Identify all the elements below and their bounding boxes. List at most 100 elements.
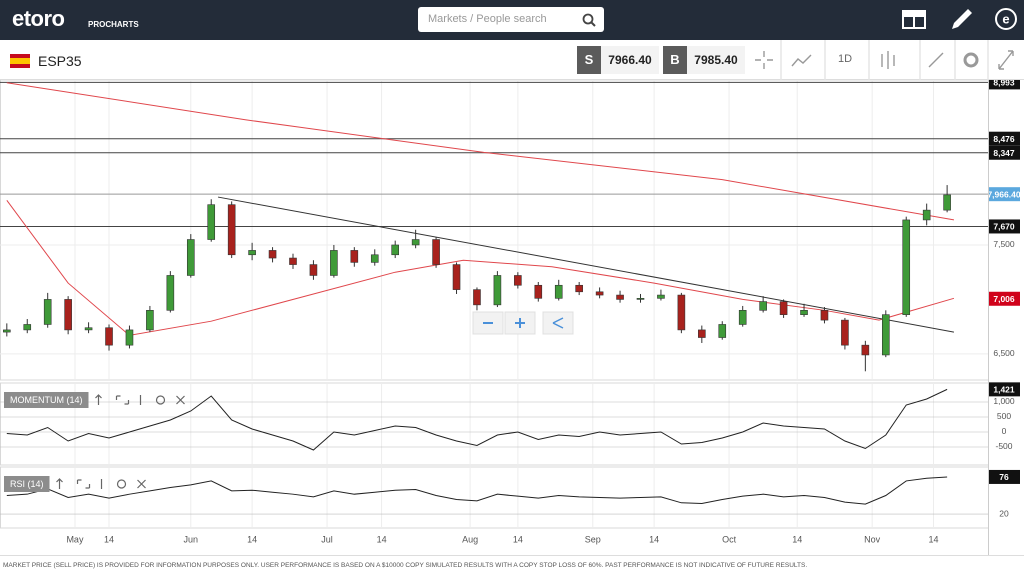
buy-label[interactable]: B	[663, 46, 687, 74]
candle-body	[759, 301, 767, 311]
candle-body	[881, 314, 890, 356]
pencil-icon[interactable]	[952, 9, 972, 29]
panel-frame	[0, 382, 989, 466]
logo[interactable]: etoro	[12, 6, 65, 31]
x-tick-label: Jul	[321, 534, 333, 544]
x-tick-label: Oct	[722, 534, 737, 544]
candle-body	[820, 310, 829, 321]
candle-body	[370, 254, 379, 263]
candle-body	[800, 310, 808, 315]
candle-body	[248, 250, 256, 256]
expand-icon[interactable]	[998, 50, 1014, 70]
share-button[interactable]	[542, 311, 574, 335]
candle-body	[841, 319, 849, 346]
candle-body	[452, 264, 461, 290]
chart-type-icon[interactable]	[791, 54, 812, 67]
candle-body	[514, 275, 522, 286]
candle-body	[738, 310, 747, 325]
candle-body	[595, 291, 604, 296]
candle-body	[309, 264, 318, 276]
candle-body	[23, 324, 32, 331]
top-icons: e	[902, 8, 1017, 30]
x-tick-label: 14	[513, 534, 523, 544]
candle-body	[473, 289, 481, 306]
crosshair-icon[interactable]	[755, 51, 773, 69]
candle-body	[922, 209, 931, 221]
candle-body	[43, 299, 52, 325]
level-label: 8,347	[993, 148, 1015, 158]
candle-body	[636, 298, 645, 300]
timeframe[interactable]: 1D	[838, 53, 853, 65]
symbol: ESP35	[38, 53, 82, 69]
x-tick-label: Nov	[864, 534, 881, 544]
svg-text:e: e	[1002, 11, 1009, 26]
flag-icon	[10, 54, 30, 68]
current-label-box	[989, 382, 1020, 397]
x-tick-label: 14	[792, 534, 802, 544]
level-label: 8,993	[993, 80, 1015, 88]
price-label-box	[989, 187, 1020, 202]
y-tick-label: 0	[1002, 426, 1007, 436]
candle-body	[268, 250, 277, 259]
candle-body	[657, 294, 665, 299]
top-bar: etoro PROCHARTS Markets / People search …	[0, 0, 1024, 40]
x-tick-label: 14	[104, 534, 114, 544]
candle-body	[677, 294, 686, 331]
candle-body	[411, 239, 420, 246]
x-tick-label: May	[66, 534, 84, 544]
gear-icon[interactable]	[963, 52, 979, 68]
candle-body	[391, 244, 400, 256]
panel-tool-icon	[176, 395, 185, 405]
candle-body	[207, 204, 216, 240]
candle-body	[554, 284, 563, 299]
x-tick-label: Jun	[184, 534, 199, 544]
x-tick-label: 14	[928, 534, 938, 544]
panel-tool-icon	[137, 479, 146, 489]
candle-body	[698, 329, 706, 338]
panel-frame	[0, 466, 989, 529]
x-tick-label: 14	[247, 534, 257, 544]
candle-body	[943, 194, 951, 211]
y-tick-label: 500	[997, 411, 1011, 421]
draw-icon[interactable]	[928, 52, 944, 68]
level-label-box	[989, 131, 1020, 146]
y-tick-label: 6,500	[993, 348, 1015, 358]
candle-body	[105, 327, 113, 346]
panel-tools	[56, 478, 146, 489]
disclaimer: MARKET PRICE (SELL PRICE) IS PROVIDED FO…	[0, 555, 1024, 575]
sell-price[interactable]: 7966.40	[601, 46, 659, 74]
sell-label[interactable]: S	[577, 46, 601, 74]
chart: 6,500 7,500 8,993 8,476 8,347 7,670 7,006 7,966…	[0, 80, 1021, 555]
candle-body	[186, 239, 195, 276]
x-tick-label: 14	[649, 534, 659, 544]
profile-icon[interactable]: e	[995, 8, 1017, 30]
candle-body	[166, 275, 175, 311]
y-tick-label: 1,000	[993, 396, 1015, 406]
buy-price[interactable]: 7985.40	[687, 46, 745, 74]
indicator-line	[217, 196, 955, 333]
panel-tool-icon	[155, 395, 166, 405]
candle-body	[575, 284, 583, 293]
logo-sub: PROCHARTS	[88, 20, 139, 29]
ma-label: 7,006	[993, 294, 1015, 304]
layout-icon[interactable]	[902, 10, 926, 29]
share-icon	[552, 317, 564, 329]
zoom-in-icon	[515, 318, 525, 328]
candle-body	[3, 329, 11, 333]
level-label-box	[989, 219, 1020, 234]
search-box[interactable]: Markets / People search	[418, 7, 604, 32]
indicator-line	[6, 82, 955, 221]
candle-body	[330, 250, 338, 276]
candle-body	[534, 284, 543, 299]
candle-body	[493, 275, 502, 306]
panel-frame	[0, 80, 989, 381]
ma-label-box	[989, 291, 1020, 306]
candle-icon[interactable]	[881, 51, 895, 69]
current-label: 1,421	[993, 385, 1015, 395]
current-label: 76	[999, 472, 1009, 482]
current-label-box	[989, 469, 1020, 484]
candle-body	[718, 324, 727, 338]
indicator-line	[6, 388, 948, 451]
level-label-box	[989, 80, 1020, 90]
x-tick-label: Sep	[585, 534, 601, 544]
